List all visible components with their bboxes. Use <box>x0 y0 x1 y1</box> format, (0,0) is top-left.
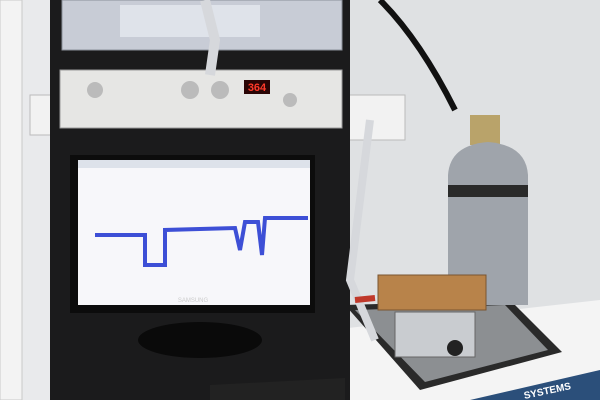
knob <box>181 81 199 99</box>
cylinder-strap <box>448 185 528 197</box>
foil-cable <box>345 119 379 342</box>
knob <box>211 81 229 99</box>
wall-socket <box>344 94 406 141</box>
red-cable <box>354 295 376 303</box>
stage-knob <box>447 340 463 356</box>
led-display <box>244 80 270 94</box>
led-reading: 364 <box>248 82 267 94</box>
copper-box <box>377 274 487 311</box>
monitor-brand: SAMSUNG <box>178 298 209 304</box>
signal-trace <box>95 216 308 267</box>
instrument-panel <box>120 5 260 37</box>
table-label-strip <box>470 370 600 400</box>
gas-cylinder <box>448 142 528 305</box>
screen-toolbar <box>78 160 310 168</box>
shelf-edge <box>0 0 23 400</box>
keyboard <box>210 378 345 400</box>
foil-cable <box>200 0 221 76</box>
knob <box>87 82 103 98</box>
monitor-screen <box>78 160 310 305</box>
knob <box>283 93 297 107</box>
monitor-stand <box>138 322 262 358</box>
stage <box>394 311 476 358</box>
gas-hose <box>377 0 458 112</box>
regulator <box>470 115 500 145</box>
amplifier <box>59 69 343 129</box>
